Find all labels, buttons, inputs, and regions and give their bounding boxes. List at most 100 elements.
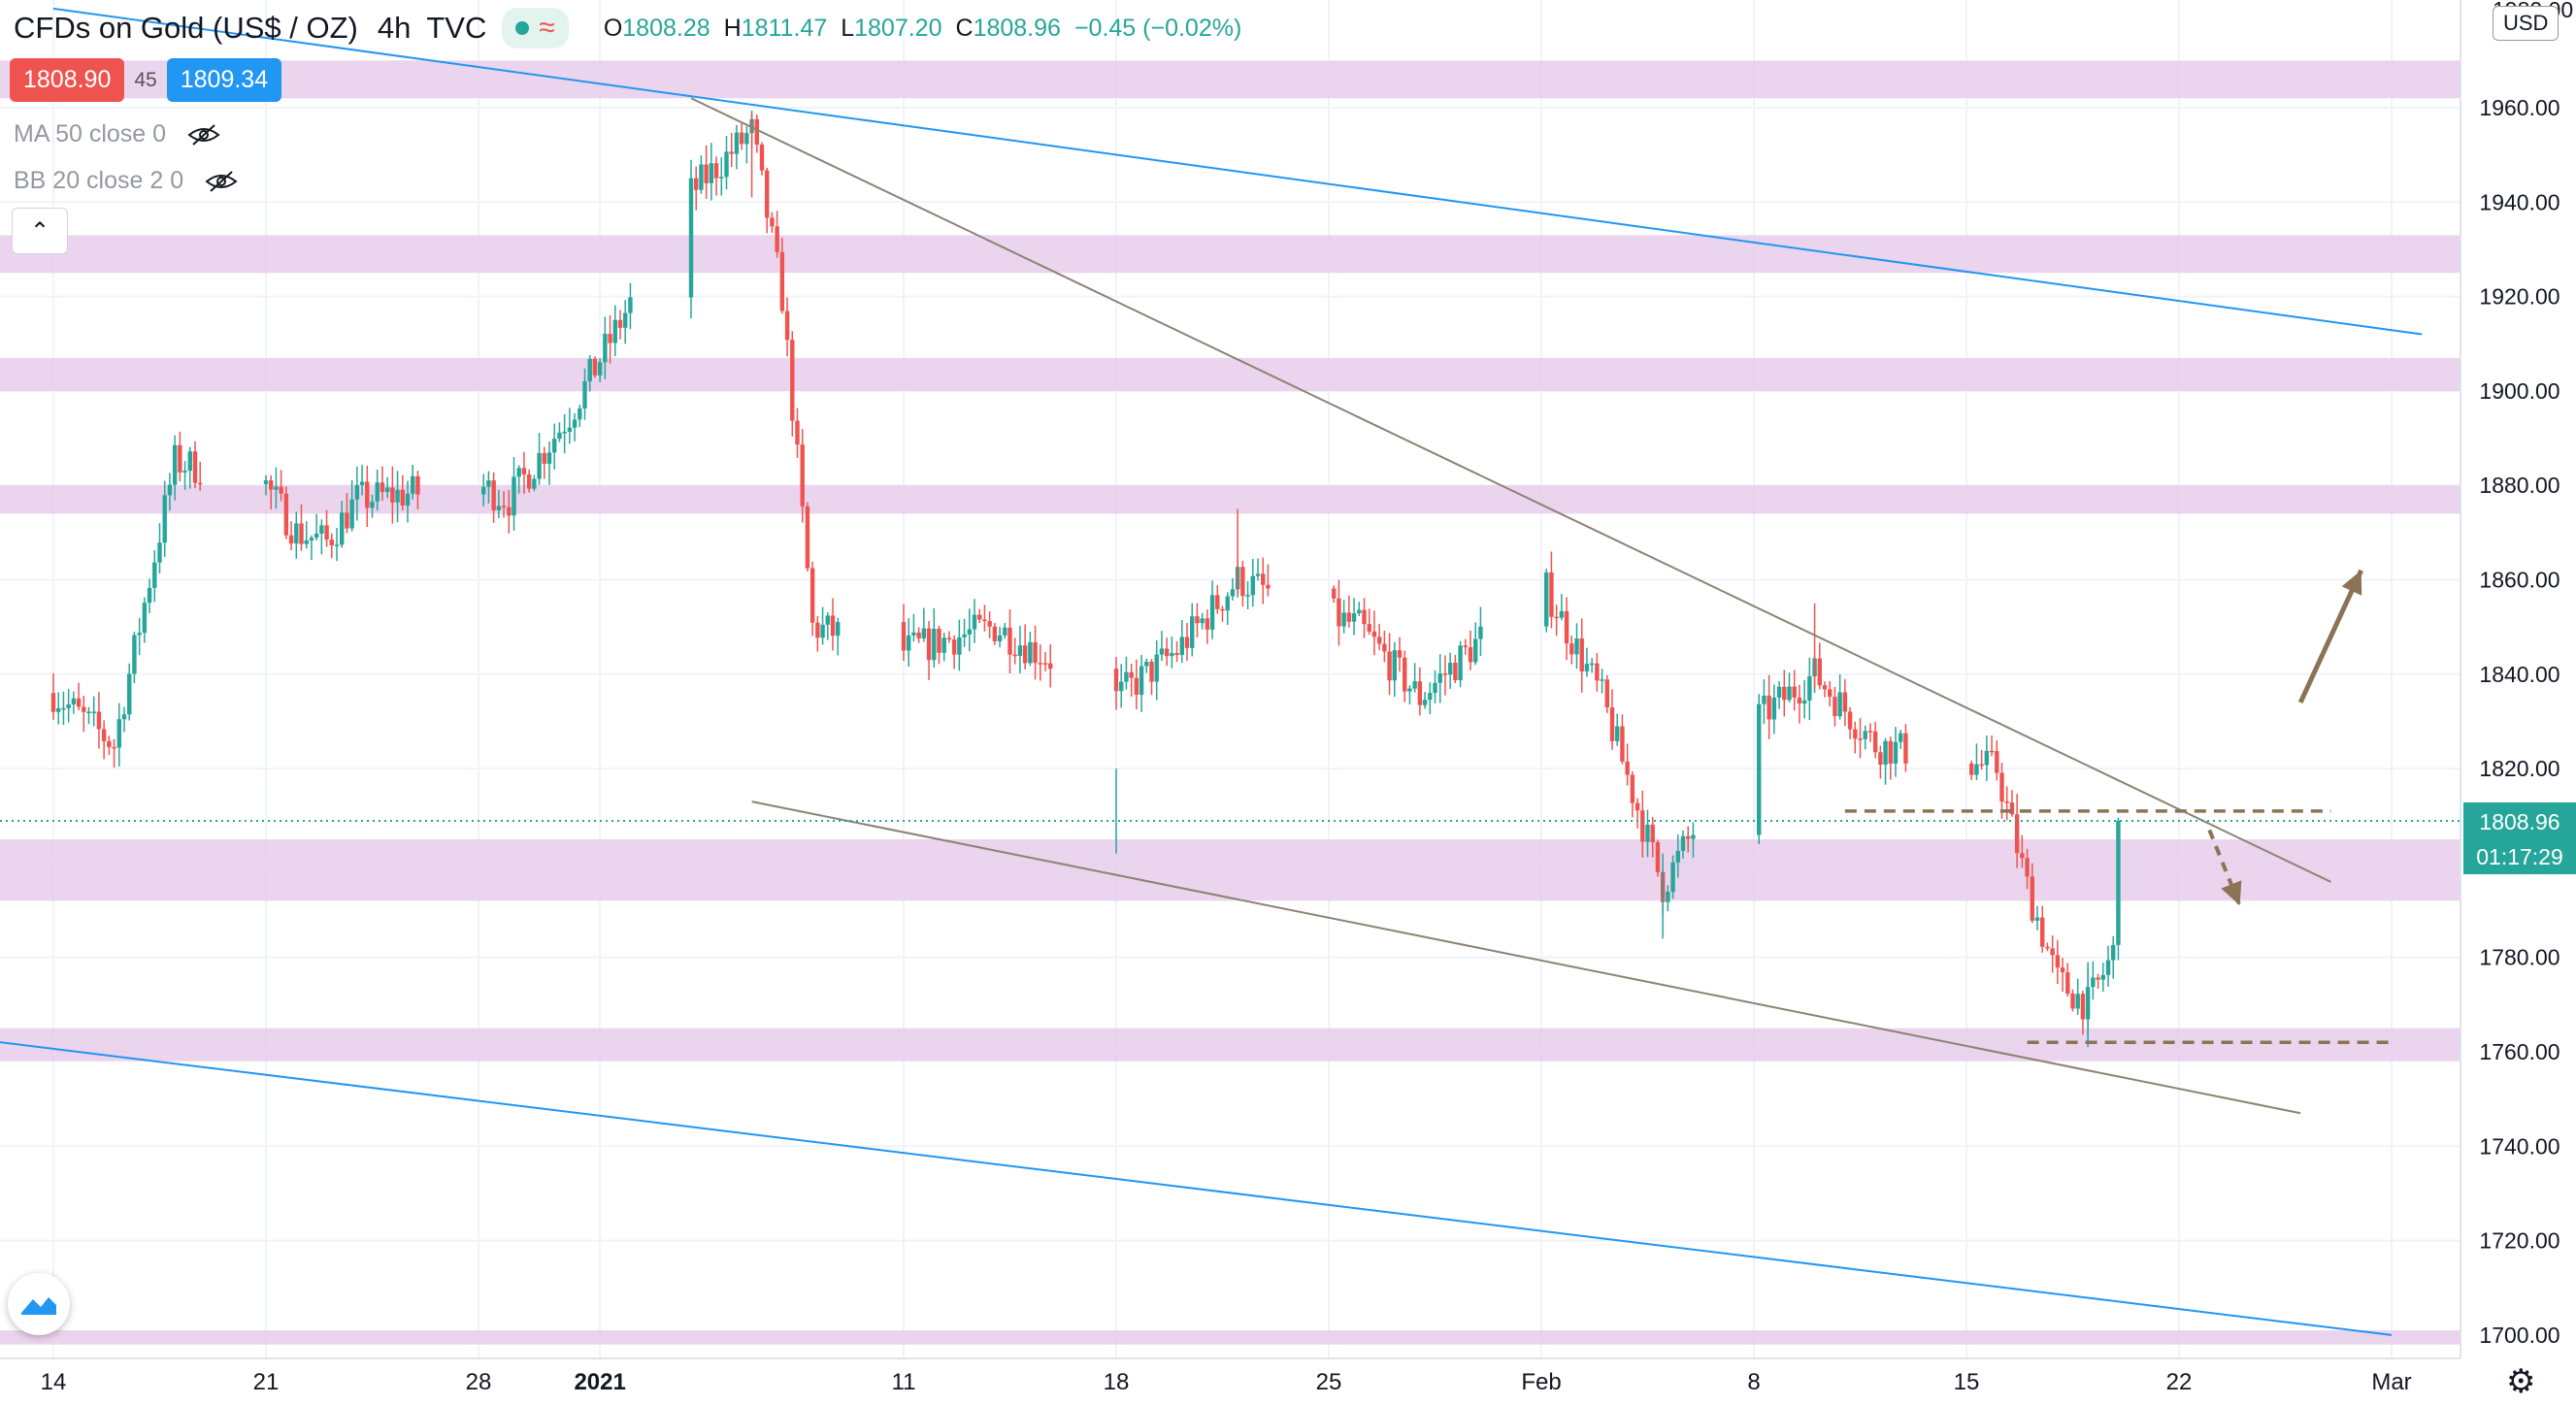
candle-body-down — [1828, 689, 1833, 698]
candle-body-up — [820, 624, 825, 638]
indicator-ma[interactable]: MA 50 close 0 — [14, 120, 220, 148]
candle-body-down — [901, 622, 907, 651]
candle-body-down — [2030, 876, 2034, 921]
candle-body-down — [2065, 972, 2070, 995]
buy-button[interactable]: 1809.34 — [166, 58, 282, 102]
drawn-lines[interactable] — [0, 7, 2423, 1336]
time-axis[interactable]: 14 21 28 2021 11 18 25 Feb 8 15 22 Mar — [41, 1369, 2412, 1395]
candle-body-up — [552, 439, 557, 453]
candle-body-up — [496, 506, 502, 510]
candle-body-up — [1574, 637, 1579, 655]
gear-icon[interactable]: ⚙ — [2506, 1363, 2536, 1400]
candle-body-down — [1195, 616, 1200, 624]
candle-body-up — [1801, 700, 1807, 704]
candle-body-down — [1888, 740, 1893, 764]
candle-body-down — [951, 639, 957, 655]
candle-body-down — [987, 621, 992, 627]
candle-body-up — [1392, 650, 1397, 681]
countdown-label-bg — [2463, 839, 2576, 874]
candle-body-up — [1003, 627, 1007, 636]
delay-wave-icon: ≈ — [539, 12, 555, 44]
trend-line — [751, 801, 2301, 1115]
candle-body-up — [1154, 654, 1159, 682]
candle-body-down — [1164, 648, 1170, 657]
indicator-bb[interactable]: BB 20 close 2 0 — [14, 167, 238, 195]
candle-body-up — [1645, 824, 1650, 842]
grid-lines — [0, 0, 2460, 1358]
chevron-up-icon: ⌃ — [29, 217, 50, 245]
candle-body-up — [967, 629, 972, 635]
buy-sell-panel: 1808.90 45 1809.34 — [10, 58, 282, 102]
candle-body-down — [198, 482, 203, 485]
candle-body-up — [587, 358, 592, 381]
candle-body-down — [1007, 627, 1012, 655]
price-tick-label: 1740.00 — [2479, 1133, 2559, 1159]
candle-body-down — [2004, 801, 2009, 803]
candle-body-up — [1225, 596, 1230, 611]
candle-body-up — [147, 587, 152, 604]
candle-body-up — [1771, 697, 1777, 720]
candle-body-up — [825, 615, 830, 625]
price-axis[interactable]: 1700.001720.001740.001760.001780.001800.… — [2479, 95, 2559, 1348]
candle-body-down — [1620, 726, 1625, 762]
candle-body-down — [1240, 567, 1245, 597]
collapse-indicators-button[interactable]: ⌃ — [12, 208, 68, 254]
candle-body-up — [1433, 682, 1437, 694]
candle-body-up — [1447, 662, 1453, 675]
candle-body-up — [481, 486, 486, 495]
candle-body-down — [1817, 658, 1822, 686]
candle-body-up — [1422, 700, 1428, 705]
candle-body-down — [1442, 673, 1448, 675]
candle-body-down — [608, 334, 612, 343]
candle-body-up — [1250, 575, 1255, 596]
price-tick-label: 1940.00 — [2479, 189, 2559, 214]
price-tick-label: 1720.00 — [2479, 1228, 2559, 1254]
candle-body-down — [1979, 764, 1984, 767]
candle-body-down — [1867, 731, 1873, 733]
candle-body-down — [937, 628, 941, 653]
candle-body-up — [2111, 944, 2116, 961]
candle-body-up — [2034, 917, 2040, 921]
candle-body-down — [1579, 637, 1584, 671]
indicator-ma-label: MA 50 close 0 — [14, 120, 167, 147]
candle-body-down — [1337, 598, 1341, 627]
candle-body-down — [299, 523, 304, 544]
currency-button[interactable]: USD — [2493, 6, 2559, 41]
indicator-bb-label: BB 20 close 2 0 — [14, 167, 184, 194]
candle-body-down — [739, 132, 744, 145]
candle-body-down — [1266, 584, 1271, 589]
candle-body-down — [1686, 835, 1691, 839]
timeframe-label[interactable]: 4h — [377, 11, 412, 45]
candle-body-up — [1351, 612, 1357, 622]
candle-body-up — [66, 703, 71, 708]
time-tick-label: 2021 — [574, 1369, 625, 1395]
candle-body-down — [76, 698, 82, 707]
candle-body-up — [1200, 618, 1205, 624]
hidden-eye-icon[interactable] — [205, 169, 238, 194]
sell-button[interactable]: 1808.90 — [10, 58, 125, 102]
countdown-label: 01:17:29 — [2476, 844, 2563, 869]
symbol-title[interactable]: CFDs on Gold (US$ / OZ) — [14, 11, 358, 45]
candle-body-down — [501, 506, 507, 507]
hidden-eye-icon[interactable] — [187, 122, 220, 147]
candle-body-up — [1762, 695, 1767, 704]
candle-body-down — [1367, 624, 1371, 632]
candle-body-down — [765, 170, 770, 218]
projection-arrow-up-head — [2341, 570, 2362, 596]
candle-body-down — [415, 475, 420, 495]
tradingview-logo-icon[interactable] — [8, 1273, 70, 1335]
candle-body-down — [107, 740, 112, 747]
status-pill[interactable]: ≈ — [502, 8, 569, 49]
candle-body-up — [56, 707, 61, 712]
candle-body-up — [486, 480, 491, 487]
candle-body-up — [997, 635, 1003, 641]
candle-body-down — [795, 420, 800, 445]
candle-body-up — [709, 163, 714, 183]
price-zone — [0, 839, 2460, 901]
candle-body-down — [1640, 810, 1645, 842]
candle-body-up — [557, 432, 562, 440]
candle-body-up — [1675, 850, 1680, 863]
candle-body-down — [1362, 609, 1367, 625]
candle-body-up — [349, 499, 354, 529]
